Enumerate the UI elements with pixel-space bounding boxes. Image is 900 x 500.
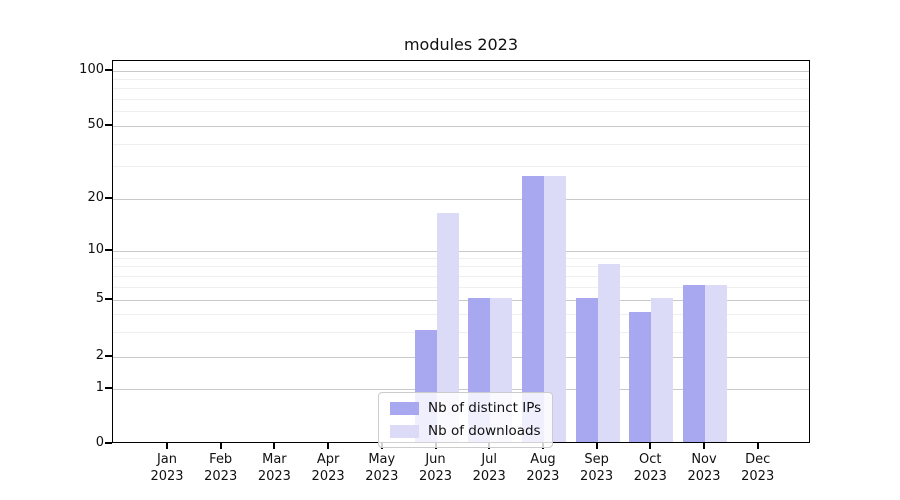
gridline-major-100: [113, 70, 809, 72]
y-tick-mark-20: [105, 196, 112, 199]
x-tick-mark-jan: [166, 443, 168, 449]
legend-label-distinct-ips: Nb of distinct IPs: [428, 400, 542, 416]
gridline-minor-40: [113, 143, 809, 145]
y-tick-mark-0: [105, 442, 112, 444]
x-tick-mark-dec: [756, 443, 759, 449]
plot-area: Nb of distinct IPs Nb of downloads: [112, 60, 810, 448]
y-tick-mark-1: [105, 386, 112, 389]
legend-swatch-distinct-ips: [390, 401, 419, 415]
y-tick-mark-100: [105, 68, 112, 71]
x-tick-mark-nov: [703, 443, 705, 449]
gridline-major-20: [113, 198, 809, 200]
x-tick-mark-feb: [219, 443, 222, 449]
gridline-major-50: [113, 126, 809, 127]
bar-distinct-ips-aug: [521, 175, 544, 442]
y-tick-label-50: 50: [87, 117, 104, 132]
x-tick-mark-sep: [595, 443, 598, 449]
x-tick-label-dec: Dec 2023: [741, 452, 775, 484]
gridline-minor-80: [113, 88, 809, 90]
y-tick-label-0: 0: [95, 435, 104, 450]
gridline-major-5: [113, 300, 809, 301]
y-tick-label-5: 5: [95, 291, 104, 306]
bar-distinct-ips-nov: [683, 284, 705, 442]
y-tick-label-10: 10: [87, 241, 104, 257]
x-tick-mark-apr: [327, 443, 330, 449]
chart-title: modules 2023: [403, 35, 519, 54]
bar-downloads-aug: [543, 175, 566, 442]
gridline-minor-9: [113, 258, 809, 260]
legend-item-distinct-ips: Nb of distinct IPs: [390, 400, 541, 416]
gridline-minor-3: [113, 331, 809, 333]
legend-label-downloads: Nb of downloads: [428, 423, 541, 439]
bar-downloads-oct: [651, 298, 674, 442]
bar-distinct-ips-oct: [629, 311, 652, 442]
bar-downloads-jun: [436, 213, 459, 442]
bar-downloads-sep: [597, 264, 620, 442]
x-tick-label-jun: Jun 2023: [418, 452, 453, 484]
y-tick-mark-10: [105, 248, 112, 251]
x-tick-label-jul: Jul 2023: [472, 452, 506, 484]
legend-item-downloads: Nb of downloads: [390, 423, 541, 439]
y-tick-label-20: 20: [87, 189, 104, 205]
y-tick-mark-2: [105, 355, 112, 357]
gridline-minor-60: [113, 111, 809, 113]
y-tick-label-2: 2: [95, 348, 104, 363]
x-tick-label-feb: Feb 2023: [204, 452, 238, 484]
gridline-minor-6: [113, 286, 809, 288]
legend: Nb of distinct IPs Nb of downloads: [378, 392, 554, 448]
gridline-minor-8: [113, 266, 809, 268]
bar-distinct-ips-sep: [575, 298, 598, 442]
x-tick-label-nov: Nov 2023: [687, 452, 721, 484]
gridline-minor-4: [113, 313, 809, 315]
y-tick-mark-50: [105, 124, 112, 126]
y-tick-mark-5: [105, 298, 112, 300]
gridline-major-2: [113, 357, 809, 358]
x-tick-label-apr: Apr 2023: [311, 452, 345, 484]
gridline-minor-7: [113, 275, 809, 277]
gridline-minor-70: [113, 99, 809, 101]
legend-swatch-downloads: [390, 424, 419, 438]
x-tick-label-jan: Jan 2023: [150, 452, 184, 484]
gridline-major-10: [113, 250, 809, 252]
x-tick-label-oct: Oct 2023: [633, 452, 667, 484]
bar-downloads-nov: [705, 284, 727, 442]
x-tick-label-sep: Sep 2023: [580, 452, 614, 484]
gridline-minor-30: [113, 166, 809, 168]
x-tick-label-may: May 2023: [365, 452, 399, 484]
x-tick-mark-oct: [649, 443, 652, 449]
y-tick-label-100: 100: [79, 61, 104, 77]
y-tick-label-1: 1: [95, 379, 104, 395]
x-tick-label-mar: Mar 2023: [257, 452, 291, 484]
gridline-minor-90: [113, 78, 809, 80]
x-tick-label-aug: Aug 2023: [526, 452, 560, 484]
gridline-major-1: [113, 388, 809, 390]
x-tick-mark-mar: [273, 443, 276, 449]
